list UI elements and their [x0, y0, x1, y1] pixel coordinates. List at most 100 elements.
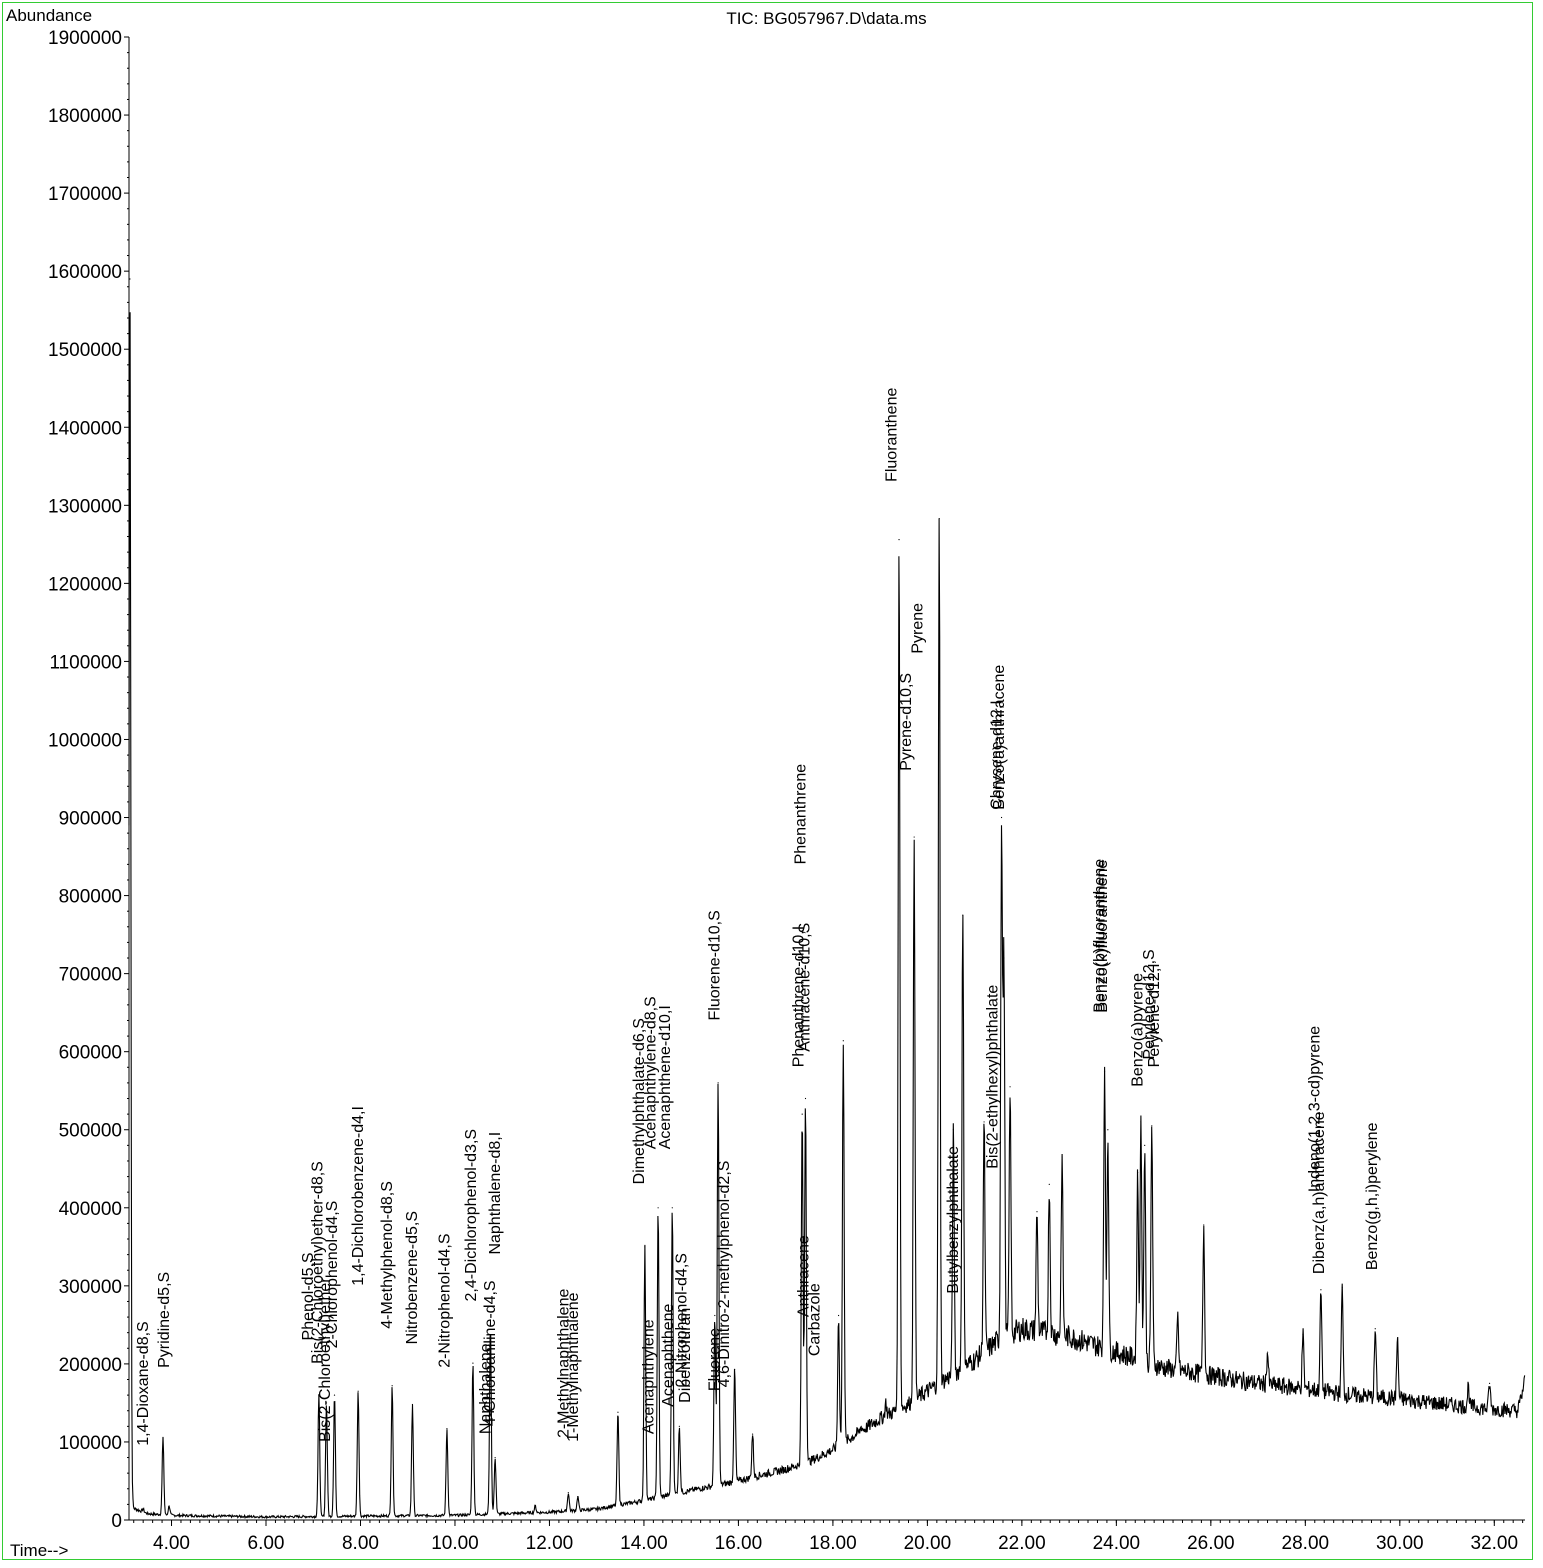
peak-annotation-label: Pyrene: [910, 603, 927, 654]
x-tick-label: 24.00: [1093, 1533, 1141, 1554]
peak-apex-point: [489, 1324, 492, 1326]
peak-apex-point: [751, 1433, 754, 1435]
peak-apex-point: [1107, 1129, 1109, 1131]
peak-apex-point: [162, 1437, 164, 1439]
y-tick-label: 600000: [59, 1043, 122, 1064]
peak-apex-point: [1103, 1070, 1106, 1072]
peak-apex-point: [734, 1368, 736, 1370]
peak-apex-point: [1396, 1338, 1399, 1340]
peak-annotation-label: 4-Chloroaniline-d4,S: [482, 1280, 499, 1426]
x-tick-label: 32.00: [1471, 1533, 1519, 1554]
tic-trace-line: [128, 312, 1526, 1520]
peak-annotation-label: Perylene-d12,I: [1146, 963, 1163, 1067]
peak-annotation-label: Nitrobenzene-d5,S: [404, 1211, 421, 1344]
peak-annotation-label: Dibenzofuran: [677, 1308, 694, 1403]
peak-apex-point: [1203, 1224, 1205, 1226]
peak-apex-point: [1140, 1121, 1142, 1123]
peak-apex-point: [1467, 1385, 1469, 1387]
peak-apex-point: [801, 1113, 803, 1115]
y-tick-label: 1400000: [48, 418, 122, 439]
peak-apex-point: [913, 836, 915, 838]
chart-title: TIC: BG057967.D\data.ms: [726, 9, 927, 28]
peak-annotation-label: Dibenz(a,h)anthracene: [1311, 1111, 1328, 1274]
peak-apex-point: [952, 1129, 954, 1131]
x-tick-label: 10.00: [431, 1533, 479, 1554]
y-tick-label: 100000: [59, 1433, 122, 1454]
peak-annotation-label: Naphthalene-d8,I: [487, 1132, 504, 1255]
peak-apex-point: [1302, 1333, 1304, 1335]
peak-annotation-label: Phenanthrene-d10,I: [791, 926, 808, 1067]
peak-annotation-label: 1,4-Dichlorobenzene-d4,I: [350, 1106, 367, 1286]
peak-apex-point: [1000, 816, 1003, 819]
x-tick-label: 28.00: [1282, 1533, 1330, 1554]
y-tick-label: 1600000: [48, 262, 122, 283]
peak-apex-point: [837, 1314, 840, 1317]
y-tick-label: 1200000: [48, 574, 122, 595]
x-tick-label: 16.00: [715, 1533, 763, 1554]
peak-annotation-label: Acenaphthene: [660, 1303, 677, 1406]
peak-apex-point: [446, 1428, 448, 1430]
peak-apex-point: [717, 1082, 719, 1084]
y-tick-label: 700000: [59, 965, 122, 986]
peak-annotation-label: 2,4-Dichlorophenol-d3,S: [463, 1129, 480, 1302]
peak-annotation-label: Bis(2-Chloroethyl)ether-d8,S: [310, 1161, 327, 1364]
peak-apex-point: [1151, 1125, 1153, 1127]
peak-apex-point: [577, 1495, 579, 1498]
peak-apex-point: [472, 1362, 474, 1364]
peak-apex-point: [860, 1425, 862, 1427]
peak-apex-point: [1061, 1156, 1063, 1158]
peak-annotation-label: 1,4-Dioxane-d8,S: [135, 1321, 152, 1446]
x-tick-label: 6.00: [248, 1533, 285, 1554]
peak-annotation-label: Bis(2-Chloroethyl)ether: [317, 1277, 334, 1442]
peak-annotation-label: Fluorene-d10,S: [706, 910, 723, 1020]
peak-apex-point: [325, 1402, 328, 1404]
peak-apex-point: [318, 1394, 320, 1396]
x-tick-label: 22.00: [998, 1533, 1046, 1554]
peak-apex-point: [168, 1505, 170, 1507]
y-tick-label: 800000: [59, 887, 122, 908]
peak-annotation-label: 4,6-Dinitro-2-methylphenol-d2,S: [716, 1161, 733, 1388]
peak-annotation-label: Acenaphthylene: [640, 1319, 657, 1434]
y-tick-label: 1800000: [48, 106, 122, 127]
x-tick-label: 4.00: [153, 1533, 190, 1554]
peak-annotation-label: 2-Nitrophenol-d4,S: [436, 1234, 453, 1368]
y-tick-label: 900000: [59, 809, 122, 830]
y-tick-label: 1700000: [48, 184, 122, 205]
peak-apex-point: [842, 1040, 844, 1042]
peak-annotation-label: Chrysene-d12,I: [989, 700, 1006, 809]
y-tick-label: 1500000: [48, 340, 122, 361]
peak-apex-point: [983, 1121, 985, 1123]
y-tick-label: 1900000: [48, 28, 122, 49]
peak-annotation-label: Benzo(a)anthracene: [991, 665, 1008, 810]
peak-apex-point: [391, 1385, 393, 1387]
y-axis-title: Abundance: [6, 6, 93, 25]
peak-annotation-label: Naphthalene: [477, 1343, 494, 1434]
peak-annotation-label: Phenol-d5,S: [300, 1252, 317, 1340]
peak-apex-point: [898, 539, 900, 541]
peak-apex-point: [1144, 1144, 1146, 1146]
peak-annotation-label: Fluorene: [707, 1328, 724, 1391]
peak-annotation-label: Benzo(g,h,i)perylene: [1364, 1122, 1381, 1270]
peak-apex-point: [938, 517, 940, 520]
peak-annotation-label: 2-Nitrophenol-d4,S: [674, 1253, 691, 1387]
peak-apex-point: [411, 1403, 414, 1406]
peak-annotation-label: Perylene-d12,S: [1141, 949, 1158, 1059]
peak-annotation-label: Fluoranthene: [884, 388, 901, 482]
peak-apex-point: [129, 278, 131, 280]
peak-apex-point: [962, 914, 964, 916]
x-tick-label: 12.00: [526, 1533, 574, 1554]
y-tick-label: 300000: [59, 1277, 122, 1298]
peak-apex-point: [617, 1411, 619, 1413]
x-tick-label: 8.00: [342, 1533, 379, 1554]
peak-apex-point: [1374, 1328, 1376, 1330]
peak-apex-point: [1177, 1316, 1179, 1318]
peak-apex-point: [671, 1207, 673, 1209]
peak-apex-point: [644, 1246, 646, 1248]
peak-apex-point: [1048, 1183, 1050, 1185]
peak-apex-point: [534, 1505, 536, 1507]
peak-apex-point: [333, 1394, 336, 1396]
y-tick-label: 1100000: [49, 652, 122, 673]
peak-annotation-label: Butylbenzylphthalate: [945, 1146, 962, 1294]
